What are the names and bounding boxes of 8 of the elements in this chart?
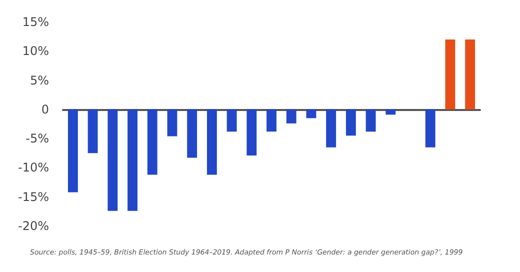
y-tick-label: 15% — [22, 15, 49, 29]
y-tick-label: -20% — [18, 219, 49, 233]
y-tick-label: 5% — [30, 73, 49, 88]
y-tick-label: 0 — [41, 102, 49, 116]
y-tick-label: -5% — [26, 132, 49, 146]
y-tick-label: -10% — [18, 160, 49, 175]
y-tick-label: 10% — [22, 44, 49, 58]
y-tick-label: -15% — [18, 190, 49, 204]
